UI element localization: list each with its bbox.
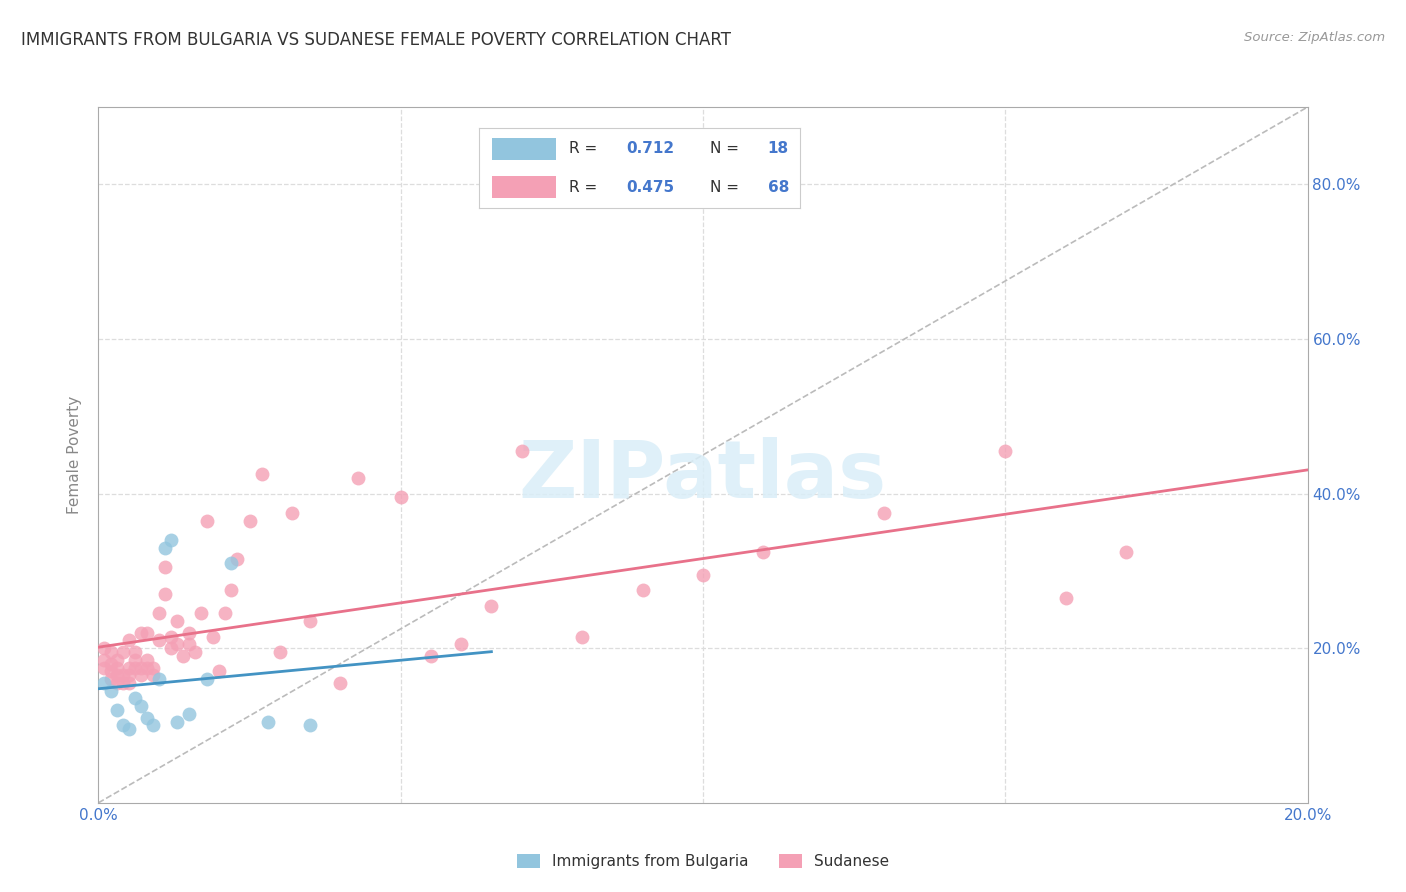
Point (299, 718, 322, 732)
Y-axis label: Female Poverty: Female Poverty (67, 396, 83, 514)
Point (148, 607, 170, 621)
Point (208, 665, 231, 679)
Point (135, 625, 157, 640)
Text: ZIPatlas: ZIPatlas (519, 437, 887, 515)
Point (148, 672, 170, 686)
Point (129, 625, 152, 640)
Point (148, 633, 170, 648)
Point (124, 653, 146, 667)
Point (153, 560, 176, 574)
Point (153, 587, 176, 601)
Point (195, 672, 218, 686)
Point (510, 444, 533, 458)
Point (692, 567, 714, 582)
Point (481, 599, 503, 613)
Point (195, 514, 218, 528)
Point (93, 653, 115, 667)
Point (179, 637, 201, 651)
Point (142, 668, 165, 682)
Point (142, 718, 165, 732)
Text: IMMIGRANTS FROM BULGARIA VS SUDANESE FEMALE POVERTY CORRELATION CHART: IMMIGRANTS FROM BULGARIA VS SUDANESE FEM… (21, 31, 731, 49)
Point (752, 544, 775, 558)
Point (100, 683, 122, 698)
Point (269, 645, 291, 659)
Point (190, 607, 212, 621)
Point (105, 668, 128, 682)
Point (160, 630, 183, 644)
Point (172, 648, 194, 663)
Point (153, 541, 176, 555)
Point (166, 714, 188, 729)
Point (1054, 591, 1077, 605)
Point (111, 718, 134, 732)
Point (111, 645, 134, 659)
Point (111, 676, 134, 690)
Point (299, 614, 322, 628)
Point (450, 637, 472, 651)
Point (118, 633, 141, 648)
Point (166, 614, 188, 628)
Point (179, 706, 201, 721)
Point (389, 491, 412, 505)
Point (571, 630, 593, 644)
Point (631, 583, 654, 598)
Point (420, 648, 443, 663)
Point (124, 691, 146, 706)
Point (256, 714, 278, 729)
Point (105, 660, 128, 674)
Point (221, 583, 243, 598)
Point (1115, 544, 1137, 558)
Point (93, 676, 115, 690)
Point (93, 660, 115, 674)
Point (105, 653, 128, 667)
Point (111, 668, 134, 682)
Point (347, 471, 370, 485)
Point (994, 444, 1017, 458)
Point (250, 467, 273, 482)
Text: Source: ZipAtlas.com: Source: ZipAtlas.com (1244, 31, 1385, 45)
Point (118, 676, 141, 690)
Point (329, 676, 352, 690)
Point (160, 533, 183, 547)
Point (202, 630, 225, 644)
Point (100, 645, 122, 659)
Point (221, 556, 243, 570)
Point (166, 637, 188, 651)
Point (105, 703, 128, 717)
Point (118, 660, 141, 674)
Legend: Immigrants from Bulgaria, Sudanese: Immigrants from Bulgaria, Sudanese (510, 848, 896, 875)
Point (135, 660, 157, 674)
Point (873, 506, 896, 520)
Point (226, 552, 249, 566)
Point (142, 660, 165, 674)
Point (179, 625, 201, 640)
Point (129, 660, 152, 674)
Point (93, 641, 115, 656)
Point (118, 668, 141, 682)
Point (105, 676, 128, 690)
Point (118, 723, 141, 737)
Point (239, 514, 262, 528)
Point (135, 711, 157, 725)
Point (184, 645, 207, 659)
Point (129, 699, 152, 714)
Point (160, 641, 183, 656)
Point (214, 607, 236, 621)
Point (124, 660, 146, 674)
Point (129, 668, 152, 682)
Point (135, 653, 157, 667)
Point (100, 657, 122, 671)
Point (100, 665, 122, 679)
Point (124, 645, 146, 659)
Point (281, 506, 304, 520)
Point (100, 672, 122, 686)
